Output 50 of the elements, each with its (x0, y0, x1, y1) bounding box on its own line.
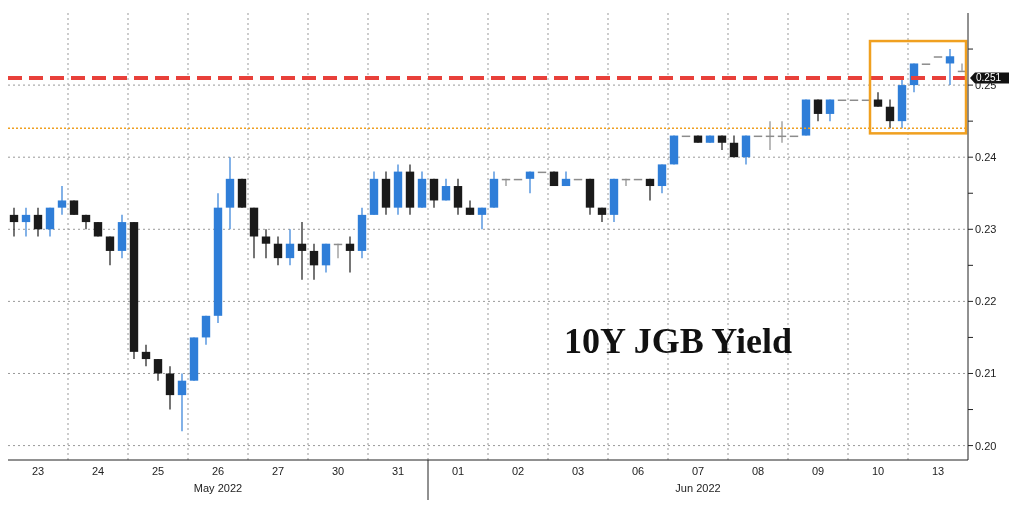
x-tick-label: 23 (31, 465, 45, 477)
candlestick (105, 235, 115, 266)
candlestick (741, 134, 751, 165)
x-tick-label: 27 (271, 465, 285, 477)
candlestick (201, 315, 211, 346)
candlestick (429, 178, 439, 209)
x-tick-label: 25 (151, 465, 165, 477)
x-tick-label: 24 (91, 465, 105, 477)
candlestick (453, 178, 463, 216)
candlestick (57, 185, 67, 216)
text: May 2022 (193, 482, 243, 494)
candlestick (309, 243, 319, 281)
y-tick-label: 0.20 (975, 439, 997, 452)
x-tick-label: 13 (931, 465, 945, 477)
candlestick (345, 235, 355, 274)
candlestick (177, 372, 187, 432)
x-tick-label: 10 (871, 465, 885, 477)
text: Jun 2022 (675, 482, 721, 494)
candlestick (873, 91, 883, 108)
candlestick (33, 207, 43, 238)
candlestick (285, 228, 295, 266)
candlestick (885, 98, 895, 129)
candlestick (273, 235, 283, 266)
x-tick-label: 26 (211, 465, 225, 477)
candlestick (9, 207, 19, 238)
x-tick-label: 06 (631, 465, 645, 477)
x-tick-label: 02 (511, 465, 525, 477)
y-tick-label: 0.21 (975, 367, 997, 380)
candlestick (465, 199, 475, 216)
candlestick (657, 163, 667, 194)
y-tick-label: 0.22 (975, 295, 997, 308)
x-tick-label: 03 (571, 465, 585, 477)
candlestick (45, 207, 55, 238)
y-tick-label: 0.23 (975, 223, 997, 236)
x-tick-label: 07 (691, 465, 705, 477)
candlestick (141, 344, 151, 367)
candlestick (153, 358, 163, 382)
candlestick (297, 221, 307, 281)
x-tick-label: 30 (331, 465, 345, 477)
y-tick-label: 0.24 (975, 151, 997, 164)
candlestick (165, 365, 175, 411)
candlestick (945, 48, 955, 86)
x-tick-label: 08 (751, 465, 765, 477)
text: 10Y JGB Yield (563, 321, 793, 361)
candlestick (21, 207, 31, 238)
x-tick-label: 31 (391, 465, 405, 477)
x-tick-label: 01 (451, 465, 465, 477)
candlestick (321, 243, 331, 274)
x-tick-label: 09 (811, 465, 825, 477)
candlestick (261, 228, 271, 259)
